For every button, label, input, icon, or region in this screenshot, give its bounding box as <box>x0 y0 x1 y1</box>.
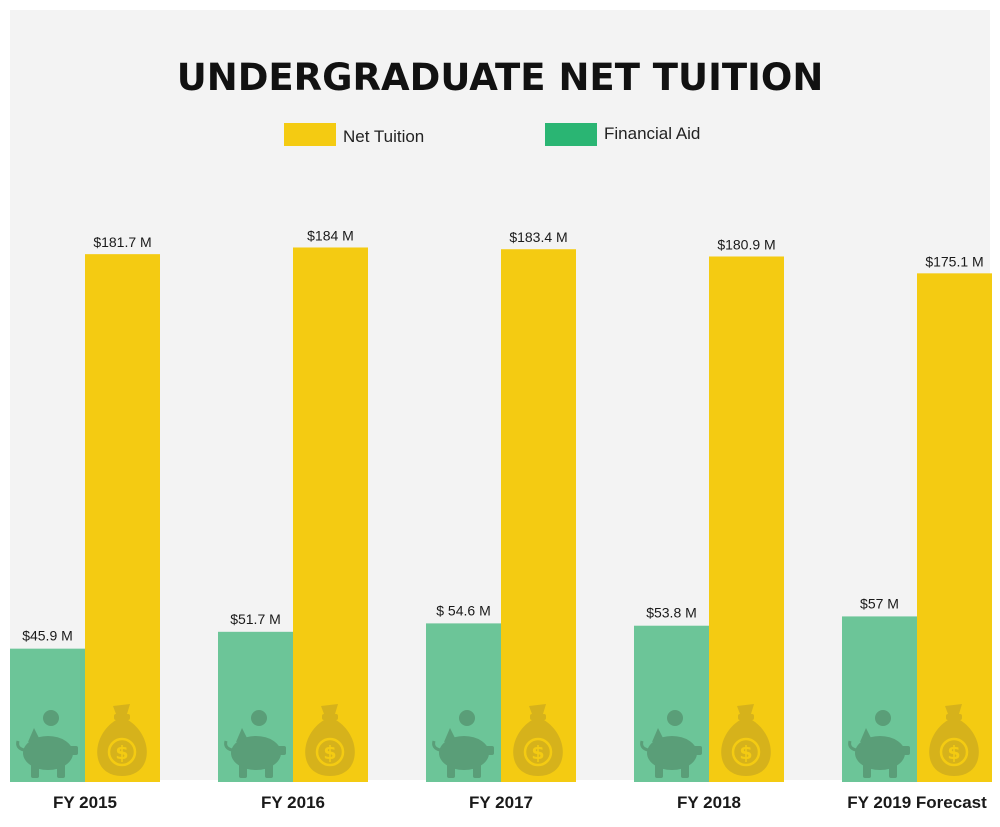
piggy-bank-icon <box>432 710 494 778</box>
value-label-financial-aid: $57 M <box>860 595 899 611</box>
bar-net-tuition <box>501 249 576 782</box>
piggy-bank-icon <box>16 710 78 778</box>
money-bag-icon: $ <box>305 704 355 776</box>
value-label-net-tuition: $183.4 M <box>509 229 567 245</box>
value-label-financial-aid: $51.7 M <box>230 611 281 627</box>
bar-net-tuition <box>85 254 160 782</box>
value-labels-group: $45.9 M $181.7 M $51.7 M $184 M $ 54.6 M $183… <box>22 227 983 643</box>
piggy-bank-icon <box>848 710 910 778</box>
value-label-financial-aid: $45.9 M <box>22 628 73 644</box>
money-bag-icon: $ <box>513 704 563 776</box>
svg-text:$: $ <box>323 742 336 764</box>
bar-net-tuition <box>709 256 784 783</box>
legend-swatch-financial-aid <box>545 123 597 146</box>
category-labels-group: FY 2015 FY 2016 FY 2017 FY 2018 FY 2019 Fore… <box>53 793 987 812</box>
bar-net-tuition <box>917 273 992 782</box>
value-label-financial-aid: $ 54.6 M <box>436 602 490 618</box>
money-bag-icon: $ <box>929 704 979 776</box>
category-label: FY 2016 <box>261 793 325 812</box>
svg-text:$: $ <box>531 742 544 764</box>
money-bag-icon: $ <box>721 704 771 776</box>
piggy-bank-icon <box>224 710 286 778</box>
value-label-net-tuition: $180.9 M <box>717 236 775 252</box>
money-bag-icon: $ <box>97 704 147 776</box>
chart-title: UNDERGRADUATE NET TUITION <box>177 56 824 99</box>
icons-group: $ $ $ $ $ <box>16 704 979 778</box>
category-label: FY 2019 Forecast <box>847 793 987 812</box>
svg-text:$: $ <box>947 742 960 764</box>
legend: Net Tuition Financial Aid <box>284 123 700 146</box>
value-label-financial-aid: $53.8 M <box>646 605 697 621</box>
piggy-bank-icon <box>640 710 702 778</box>
svg-text:$: $ <box>739 742 752 764</box>
value-label-net-tuition: $175.1 M <box>925 253 983 269</box>
legend-label-financial-aid: Financial Aid <box>604 124 700 143</box>
value-label-net-tuition: $184 M <box>307 227 354 243</box>
legend-label-net-tuition: Net Tuition <box>343 127 424 146</box>
value-label-net-tuition: $181.7 M <box>93 234 151 250</box>
category-label: FY 2017 <box>469 793 533 812</box>
legend-swatch-net-tuition <box>284 123 336 146</box>
bar-net-tuition <box>293 247 368 783</box>
category-label: FY 2015 <box>53 793 117 812</box>
category-label: FY 2018 <box>677 793 741 812</box>
svg-text:$: $ <box>115 742 128 764</box>
